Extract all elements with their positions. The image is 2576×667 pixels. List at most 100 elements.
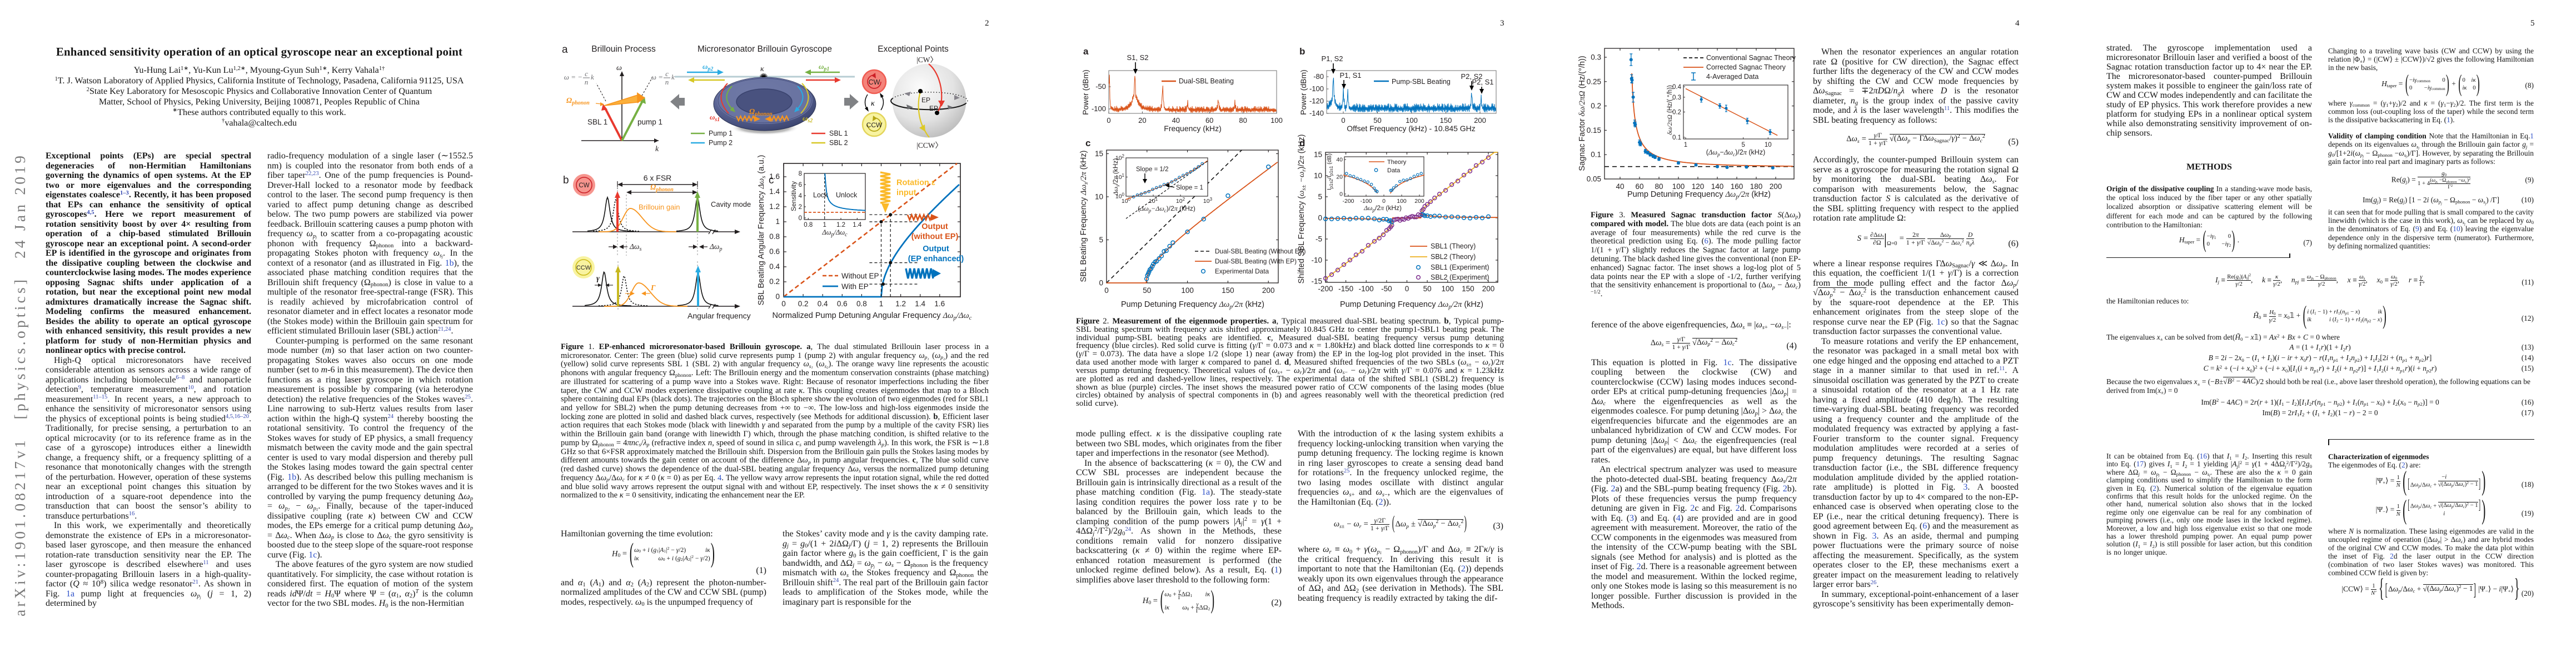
svg-text:Theory: Theory	[1387, 159, 1407, 166]
svg-text:ω =: ω =	[651, 73, 663, 81]
svg-text:1.4: 1.4	[853, 222, 862, 228]
svg-text:Microresonator Brillouin Gyros: Microresonator Brillouin Gyroscope	[697, 44, 832, 54]
svg-text:150: 150	[1440, 116, 1452, 125]
svg-text:k: k	[671, 73, 675, 81]
svg-text:0.15: 0.15	[1587, 126, 1601, 135]
svg-text:Δωp: Δωp	[709, 242, 722, 252]
svg-text:-140: -140	[1309, 109, 1324, 117]
svg-text:k: k	[591, 73, 594, 81]
svg-text:Dual-SBL Beating: Dual-SBL Beating	[1179, 77, 1234, 85]
svg-text:50: 50	[1143, 286, 1151, 295]
svg-text:Frequency (kHz): Frequency (kHz)	[1164, 124, 1221, 133]
svg-text:CCW: CCW	[866, 121, 883, 129]
svg-text:103: 103	[1203, 197, 1213, 205]
svg-text:200: 200	[1414, 198, 1424, 205]
svg-text:n: n	[665, 78, 669, 86]
svg-text:1.6: 1.6	[934, 300, 945, 308]
svg-text:SBL2 (Theory): SBL2 (Theory)	[1431, 253, 1476, 261]
svg-text:200: 200	[1770, 182, 1782, 191]
svg-text:150: 150	[1462, 285, 1474, 293]
svg-text:1.2: 1.2	[769, 202, 780, 211]
svg-text:0: 0	[775, 292, 780, 301]
svg-text:(Δωp−Δωc)/2π (kHz): (Δωp−Δωc)/2π (kHz)	[1706, 148, 1766, 157]
svg-text:Cavity mode: Cavity mode	[711, 200, 751, 208]
svg-text:Ip1s2/Ip1s1 (dB): Ip1s2/Ip1s1 (dB)	[1326, 153, 1334, 190]
svg-text:SBL1 (Experiment): SBL1 (Experiment)	[1431, 263, 1489, 271]
svg-text:-100: -100	[1360, 198, 1372, 205]
svg-text:d: d	[1299, 138, 1305, 148]
svg-text:ω: ω	[616, 64, 622, 72]
svg-text:0.1: 0.1	[1672, 135, 1681, 141]
svg-text:Without EP: Without EP	[841, 272, 879, 280]
svg-text:Power (dBm): Power (dBm)	[1081, 69, 1090, 115]
svg-text:P2, S2: P2, S2	[1461, 72, 1482, 81]
svg-text:(EP enhanced): (EP enhanced)	[908, 255, 964, 263]
svg-text:0: 0	[1405, 285, 1409, 293]
svg-text:40: 40	[1336, 157, 1343, 163]
svg-text:Γ: Γ	[650, 284, 656, 292]
svg-text:0: 0	[799, 215, 802, 222]
svg-text:80: 80	[1655, 182, 1663, 191]
svg-text:Offset Frequency (kHz) - 10.84: Offset Frequency (kHz) - 10.845 GHz	[1347, 124, 1476, 133]
svg-text:40: 40	[1616, 182, 1624, 191]
svg-text:8: 8	[799, 171, 802, 177]
svg-text:50: 50	[1373, 116, 1381, 125]
svg-text:200: 200	[1262, 286, 1275, 295]
svg-text:-100: -100	[1092, 104, 1106, 113]
svg-text:Dual-SBL Beating (With EP): Dual-SBL Beating (With EP)	[1215, 257, 1297, 265]
svg-text:200: 200	[1482, 285, 1495, 293]
svg-text:-100: -100	[1359, 285, 1374, 293]
svg-text:0.8: 0.8	[769, 232, 780, 241]
svg-text:0.3: 0.3	[1672, 94, 1681, 101]
svg-text:0.2: 0.2	[1672, 109, 1681, 116]
svg-text:input: input	[896, 188, 916, 197]
svg-text:SBL 1: SBL 1	[829, 130, 848, 137]
svg-text:1: 1	[879, 300, 884, 308]
svg-text:SBL2 (Experiment): SBL2 (Experiment)	[1431, 273, 1489, 281]
svg-text:Pump Detuning Frequency Δωp/2π: Pump Detuning Frequency Δωp/2π (kHz)	[1627, 190, 1771, 200]
svg-text:-15: -15	[1311, 277, 1322, 286]
svg-text:0: 0	[1099, 279, 1103, 287]
svg-text:CCW: CCW	[576, 265, 591, 271]
svg-text:0.8: 0.8	[804, 222, 813, 228]
svg-text:P1, S2: P1, S2	[1321, 54, 1343, 63]
svg-text:0.4: 0.4	[818, 300, 828, 308]
svg-text:0: 0	[1341, 116, 1345, 125]
svg-text:6 x FSR: 6 x FSR	[644, 173, 672, 182]
svg-text:n: n	[585, 78, 589, 86]
svg-text:0.3: 0.3	[1591, 53, 1601, 62]
svg-text:Lock: Lock	[813, 191, 828, 199]
svg-text:Δωs: Δωs	[629, 242, 641, 252]
svg-text:EP: EP	[921, 96, 930, 104]
svg-text:10: 10	[1095, 193, 1103, 201]
svg-text:Slope = 1: Slope = 1	[1176, 185, 1203, 191]
svg-text:5: 5	[1741, 142, 1745, 148]
svg-text:a: a	[1083, 46, 1089, 57]
svg-text:EP: EP	[929, 104, 938, 112]
svg-text:ωp1: ωp1	[819, 62, 829, 72]
svg-text:0: 0	[781, 300, 786, 308]
svg-text:5: 5	[1318, 193, 1322, 201]
svg-text:CW: CW	[869, 78, 880, 86]
svg-text:P2, S1: P2, S1	[1472, 78, 1493, 86]
svg-text:-150: -150	[1338, 285, 1353, 293]
svg-text:SBL 2: SBL 2	[829, 139, 848, 147]
svg-text:101: 101	[1149, 197, 1158, 205]
svg-text:P1, S1: P1, S1	[1339, 71, 1361, 79]
svg-text:Normalized Pump Detuning Angul: Normalized Pump Detuning Angular Frequen…	[773, 311, 972, 321]
svg-text:0.2: 0.2	[1591, 102, 1601, 110]
svg-text:|CW〉: |CW〉	[916, 56, 938, 64]
svg-text:Slope = 1/2: Slope = 1/2	[1136, 166, 1169, 173]
svg-text:S1, S2: S1, S2	[1127, 53, 1148, 62]
svg-text:0.2: 0.2	[769, 277, 780, 286]
svg-text:-5: -5	[1316, 235, 1322, 243]
svg-text:-50: -50	[1381, 285, 1392, 293]
svg-text:4: 4	[799, 193, 803, 200]
svg-text:0: 0	[1107, 116, 1110, 125]
svg-text:0.25: 0.25	[1587, 77, 1601, 86]
svg-text:0: 0	[1318, 214, 1322, 222]
svg-text:100: 100	[1442, 285, 1454, 293]
svg-text:b: b	[563, 175, 569, 186]
svg-text:Rotation ε: Rotation ε	[896, 178, 935, 187]
svg-text:With EP: With EP	[841, 282, 869, 291]
